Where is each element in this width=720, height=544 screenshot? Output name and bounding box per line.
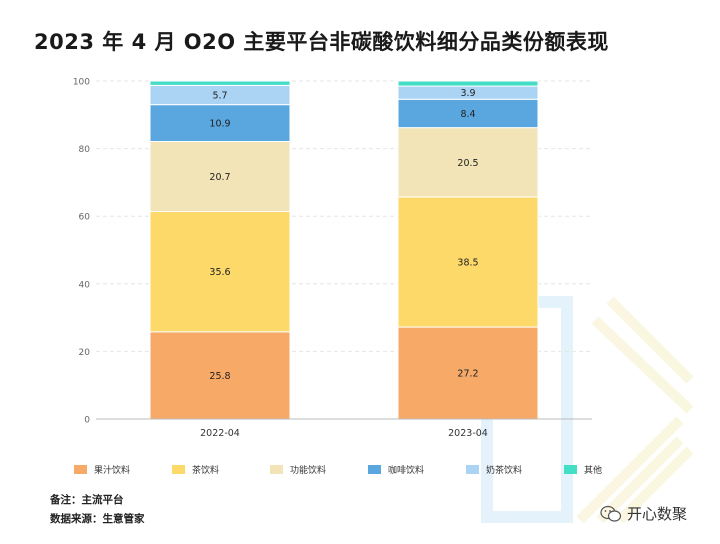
legend-label: 功能饮料 <box>290 465 327 476</box>
remark-note: 备注：主流平台 <box>50 494 124 506</box>
bar-segment <box>149 80 291 86</box>
data-label: 38.5 <box>457 257 478 268</box>
legend-item: 其他 <box>564 462 602 476</box>
legend-label: 其他 <box>584 465 603 476</box>
bar-segment <box>397 196 539 328</box>
legend-item: 咖啡饮料 <box>368 462 424 476</box>
wechat-icon <box>600 505 622 522</box>
legend-item: 功能饮料 <box>270 462 326 476</box>
legend-label: 茶饮料 <box>192 465 220 476</box>
y-tick-label: 20 <box>79 348 91 358</box>
bars: 25.8 35.6 20.7 10.9 5.7 27.2 38.5 20.5 8.4 3.9 <box>149 80 539 420</box>
data-label: 35.6 <box>209 267 230 278</box>
y-tick-label: 40 <box>79 280 91 290</box>
legend-label: 果汁饮料 <box>94 465 131 476</box>
legend-swatch <box>466 464 479 474</box>
brand-name: 开心数聚 <box>627 505 688 523</box>
bar-segment <box>397 127 539 198</box>
bar-segment <box>149 104 291 143</box>
data-label: 8.4 <box>460 109 475 120</box>
legend: 果汁饮料 茶饮料 功能饮料 咖啡饮料 奶茶饮料 其他 <box>74 462 674 476</box>
data-label: 5.7 <box>212 91 227 102</box>
y-tick-label: 100 <box>73 78 90 88</box>
legend-swatch <box>74 464 87 474</box>
x-tick-label: 2023-04 <box>448 428 488 439</box>
data-label: 20.5 <box>457 158 478 169</box>
legend-label: 咖啡饮料 <box>388 465 425 476</box>
x-tick-label: 2022-04 <box>200 428 240 439</box>
legend-item: 奶茶饮料 <box>466 462 522 476</box>
legend-label: 奶茶饮料 <box>486 465 523 476</box>
y-tick-label: 80 <box>79 145 91 155</box>
data-label: 10.9 <box>209 119 230 130</box>
legend-swatch <box>172 464 185 474</box>
bar-segment <box>397 80 539 87</box>
legend-swatch <box>564 464 577 474</box>
data-label: 3.9 <box>460 88 475 99</box>
y-tick-label: 60 <box>79 213 91 223</box>
legend-swatch <box>368 464 381 474</box>
source-note: 数据来源：生意管家 <box>50 513 145 525</box>
x-axis: 2022-04 2023-04 <box>96 418 592 439</box>
notes: 备注：主流平台 数据来源：生意管家 <box>50 491 145 529</box>
bar-segment <box>397 98 539 129</box>
chart-title: 2023 年 4 月 O2O 主要平台非碳酸饮料细分品类份额表现 <box>34 30 609 54</box>
data-label: 20.7 <box>209 172 230 183</box>
brand: 开心数聚 <box>600 503 687 524</box>
data-label: 25.8 <box>209 371 230 382</box>
y-tick-label: 0 <box>84 416 90 426</box>
bar-segment <box>149 331 291 420</box>
legend-item: 果汁饮料 <box>74 462 130 476</box>
data-label: 27.2 <box>457 369 478 380</box>
legend-swatch <box>270 464 283 474</box>
y-axis: 0 20 40 60 80 100 <box>73 78 90 426</box>
bar-segment <box>149 210 291 333</box>
legend-item: 茶饮料 <box>172 462 219 476</box>
